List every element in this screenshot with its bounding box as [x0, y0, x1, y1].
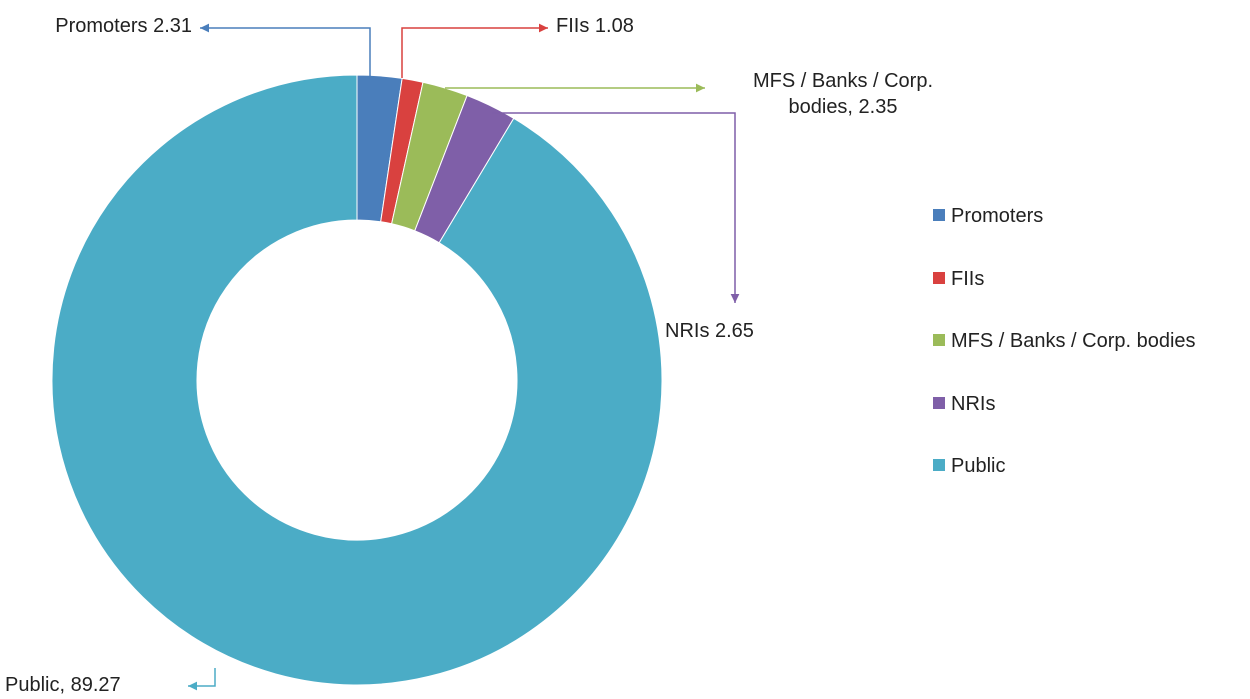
- leader-arrow: [538, 23, 548, 33]
- legend-label: NRIs: [951, 392, 996, 415]
- donut-slice: [51, 74, 663, 686]
- legend-swatch: [933, 271, 945, 284]
- data-label: NRIs 2.65: [665, 320, 754, 342]
- leader-arrow: [200, 23, 210, 33]
- legend-swatch: [933, 459, 945, 471]
- leader-line: [188, 668, 216, 687]
- data-label: Promoters 2.31: [55, 15, 192, 37]
- data-label: FIIs 1.08: [556, 15, 634, 37]
- legend-label: MFS / Banks / Corp. bodies: [951, 330, 1196, 352]
- leader-arrow: [695, 83, 705, 93]
- legend-swatch: [933, 334, 945, 346]
- leader-line: [401, 27, 548, 78]
- legend-label: FIIs: [951, 267, 985, 290]
- legend-item: NRIs: [933, 392, 995, 416]
- leader-line: [492, 112, 736, 303]
- legend-swatch: [933, 396, 945, 409]
- leader-arrow: [188, 681, 198, 691]
- legend-item: Public: [933, 454, 1005, 478]
- data-label: Public, 89.27: [5, 674, 121, 696]
- leader-arrow: [730, 293, 740, 303]
- leader-line: [200, 27, 371, 76]
- legend-item: FIIs: [933, 267, 984, 291]
- legend-item: MFS / Banks / Corp. bodies: [933, 329, 1196, 353]
- legend-label: Public: [951, 455, 1006, 477]
- legend-label: Promoters: [951, 205, 1044, 227]
- legend-item: Promoters: [933, 204, 1043, 228]
- legend-swatch: [933, 209, 945, 221]
- data-label: MFS / Banks / Corp. bodies, 2.35: [752, 70, 934, 118]
